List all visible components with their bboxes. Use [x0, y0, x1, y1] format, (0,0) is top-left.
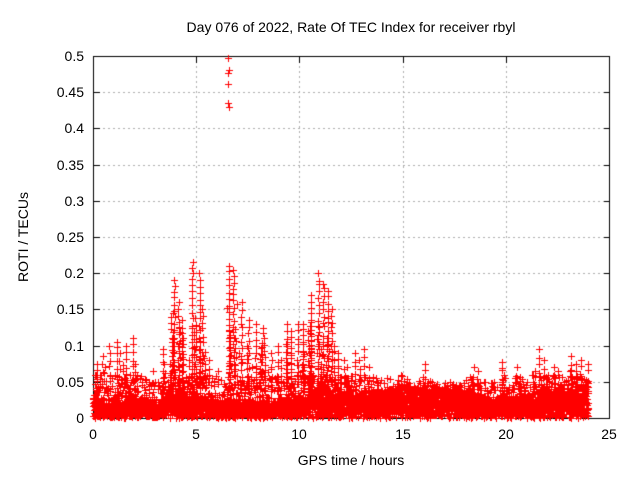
y-tick-label: 0.1: [64, 338, 84, 354]
x-tick-label: 0: [89, 426, 97, 442]
y-tick-label: 0.15: [56, 301, 84, 317]
y-tick-label: 0.5: [64, 48, 84, 64]
x-tick-label: 5: [192, 426, 200, 442]
x-tick-label: 25: [601, 426, 617, 442]
y-tick-label: 0.2: [64, 265, 84, 281]
x-axis-label: GPS time / hours: [297, 452, 405, 468]
y-tick-label: 0.45: [56, 84, 84, 100]
y-tick-label: 0.05: [56, 374, 84, 390]
y-tick-label: 0: [76, 410, 84, 426]
chart-title: Day 076 of 2022, Rate Of TEC Index for r…: [186, 19, 516, 35]
x-tick-label: 15: [395, 426, 411, 442]
y-tick-label: 0.3: [64, 193, 84, 209]
y-tick-label: 0.35: [56, 157, 84, 173]
y-tick-label: 0.4: [64, 120, 84, 136]
x-tick-label: 20: [498, 426, 514, 442]
y-tick-label: 0.25: [56, 229, 84, 245]
x-tick-label: 10: [291, 426, 307, 442]
